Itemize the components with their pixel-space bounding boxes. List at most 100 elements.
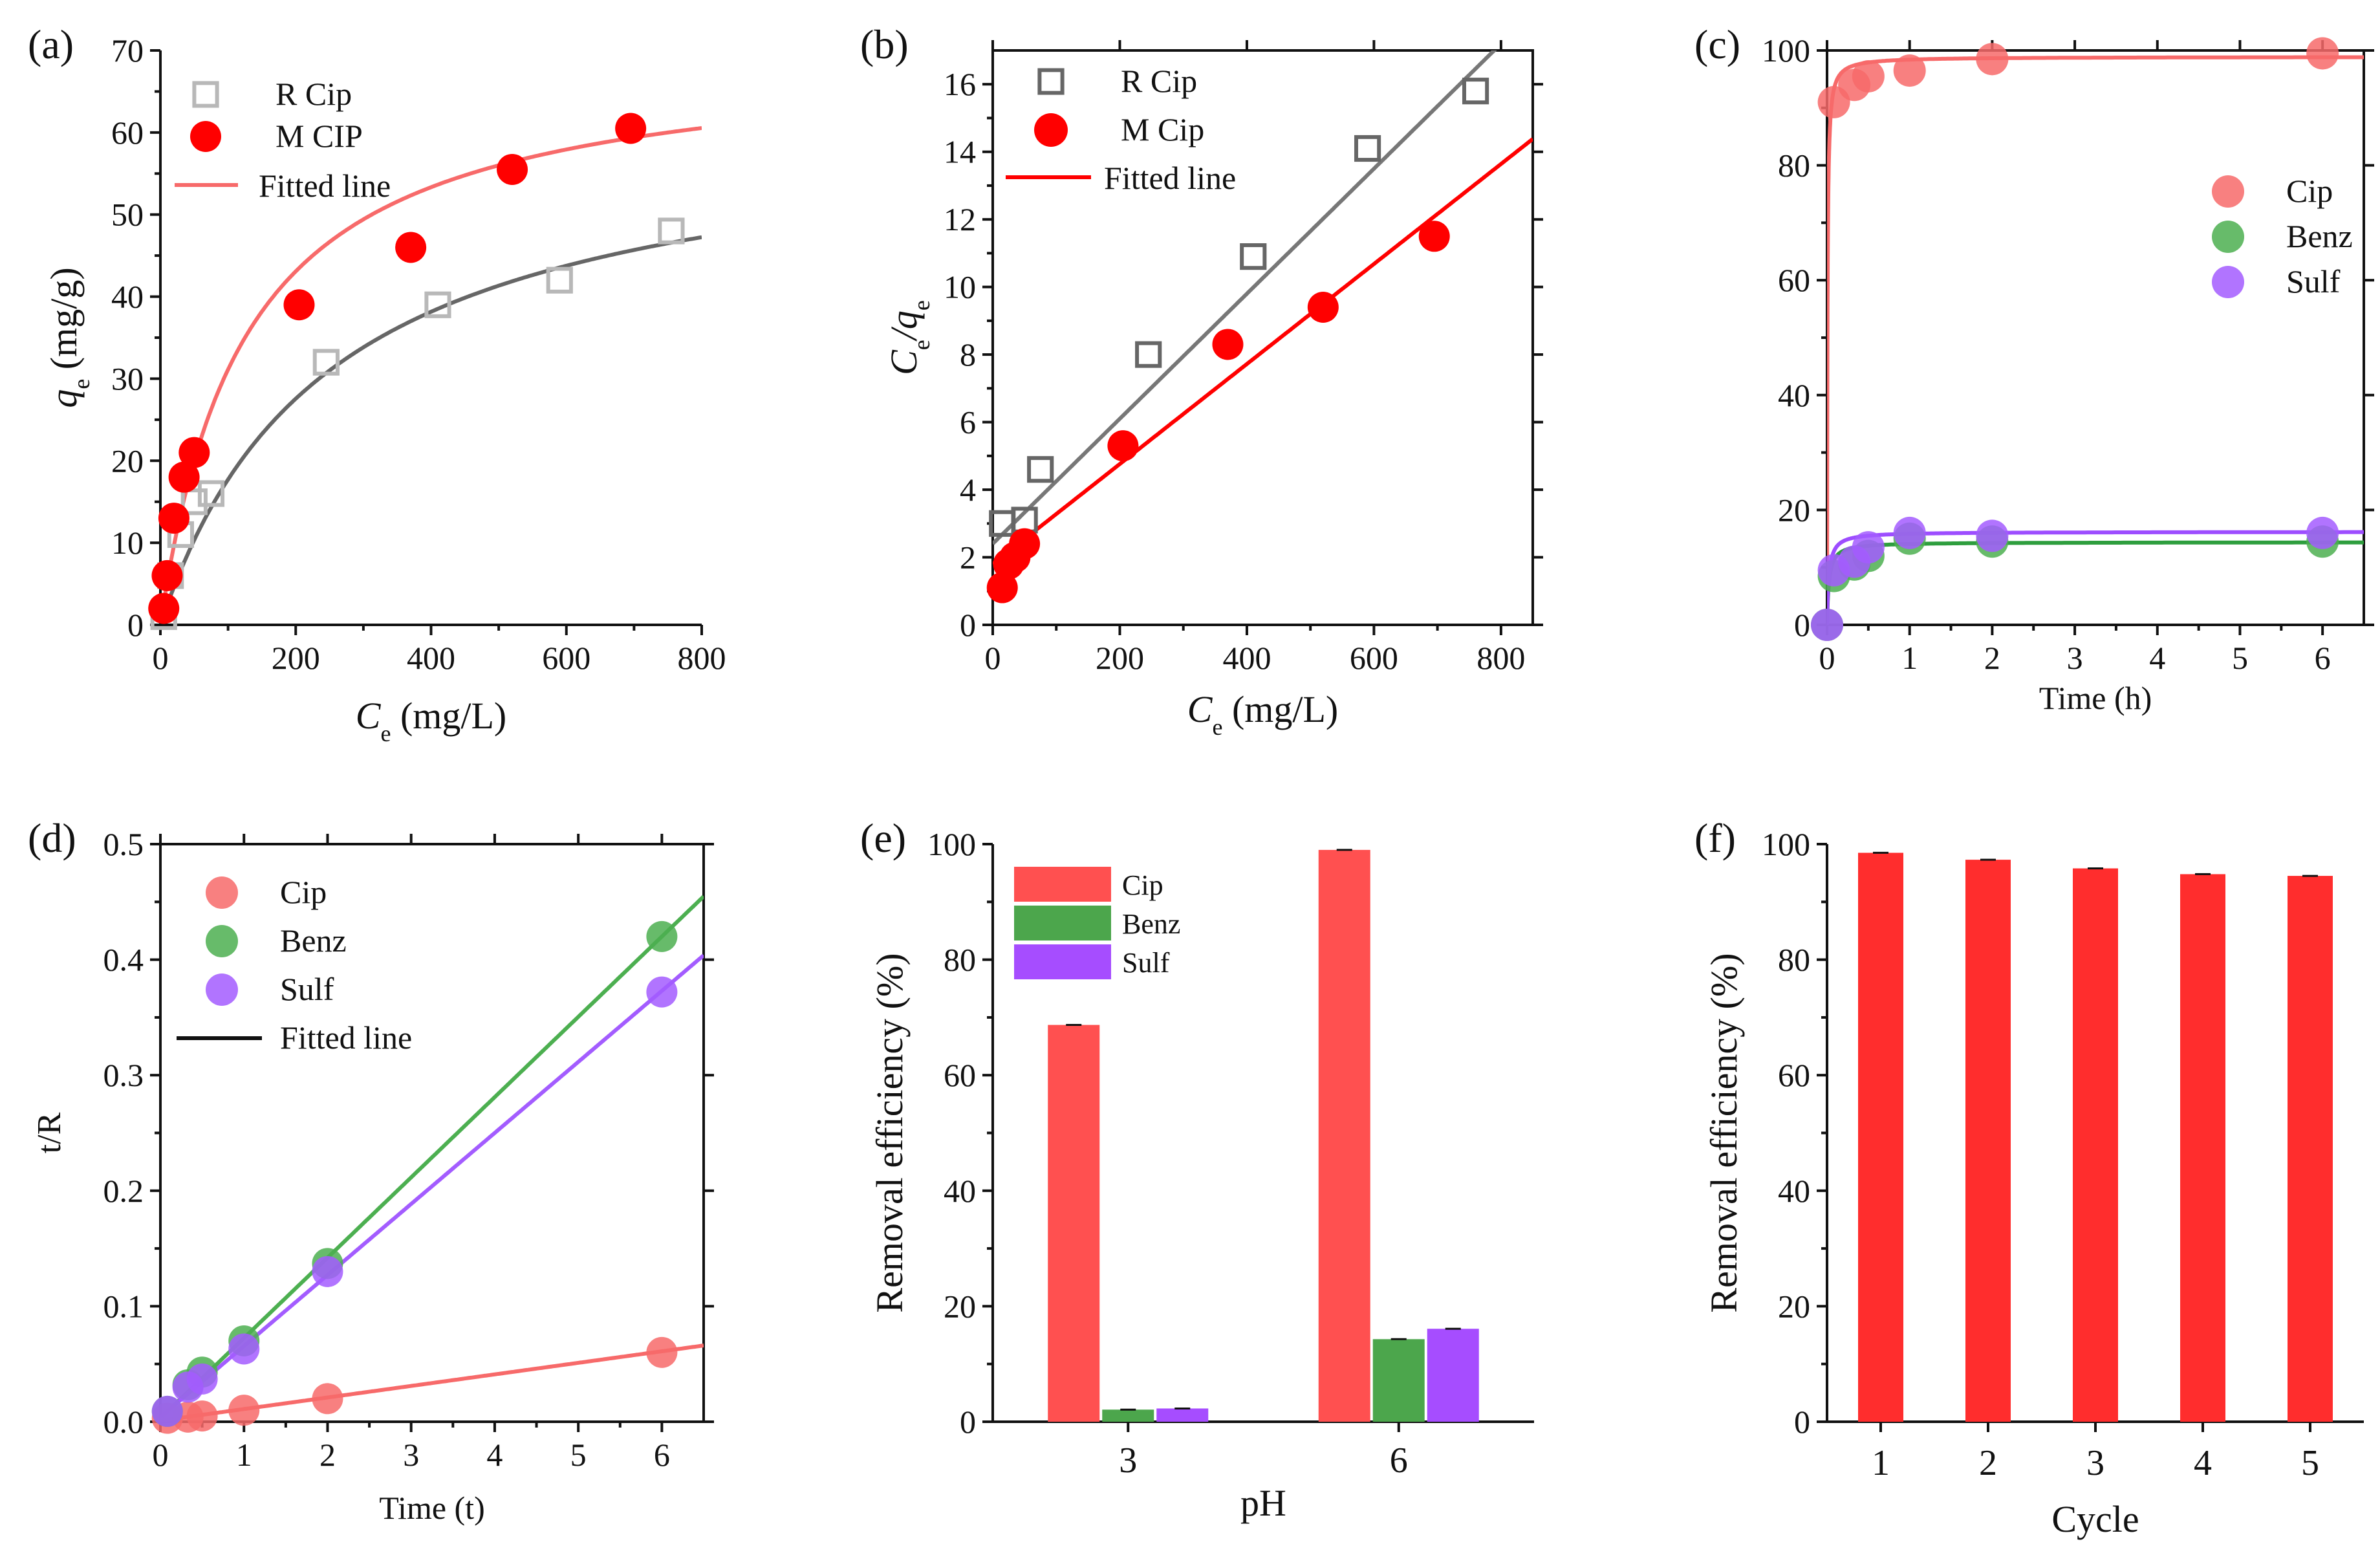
legend-marker (206, 925, 238, 957)
fit-line (1827, 540, 2364, 625)
data-point (186, 1400, 218, 1432)
x-tick-label: 4 (2194, 1443, 2212, 1483)
x-axis-title-sub: e (380, 721, 391, 746)
data-point (1354, 135, 1381, 162)
y-tick-label: 80 (944, 942, 976, 978)
y-tick-label: 60 (1778, 1057, 1810, 1093)
data-point (1027, 456, 1054, 483)
fit-line (993, 137, 1533, 566)
y-tick-label: 14 (944, 134, 976, 170)
data-point (2306, 37, 2339, 70)
y-tick-label: 0.2 (103, 1173, 144, 1209)
y-axis-title-main: q (43, 389, 85, 408)
fit-lines (993, 50, 1533, 566)
data-point (312, 1383, 343, 1415)
x-tick-label: 0 (153, 1437, 169, 1473)
y-tick-label: 0.3 (103, 1057, 144, 1093)
panel-e: (e) 0 20 40 60 80 100 pH Removal efficiency (%) 3… (860, 815, 1534, 1524)
y-tick-label: 0.5 (103, 826, 144, 862)
y-tick-label: 50 (111, 197, 144, 233)
legend-label: Cip (2286, 173, 2333, 209)
x-tick-label: 200 (272, 640, 320, 676)
x-axis-title: Time (t) (379, 1490, 484, 1526)
bar (1048, 1025, 1100, 1422)
y-tick-label: 100 (1762, 826, 1810, 862)
data-point (312, 349, 340, 376)
data-point (1307, 291, 1339, 323)
data-point (395, 232, 427, 263)
data-point (228, 1333, 260, 1365)
legend-swatch (1014, 906, 1111, 941)
y-tick-label: 0.1 (103, 1288, 144, 1324)
y-tick-label: 0 (127, 607, 144, 643)
y-axis-title: Removal efficiency (%) (1703, 953, 1745, 1312)
data-point (1893, 54, 1926, 87)
y-axis-title: Removal efficiency (%) (869, 953, 911, 1312)
x-axis-title: Cycle (2051, 1498, 2139, 1540)
data-point (646, 1336, 678, 1368)
y-tick-label: 60 (111, 114, 144, 151)
y-tick-label: 40 (944, 1173, 976, 1209)
legend-label: Benz (1122, 908, 1180, 940)
legend-swatch (1014, 944, 1111, 979)
data-point (646, 920, 678, 952)
legend-label: R Cip (276, 76, 352, 112)
data-point (1893, 516, 1926, 549)
x-tick-label: 2 (1979, 1443, 1997, 1483)
legend-label: Sulf (1122, 947, 1170, 979)
legend-label: Benz (280, 922, 347, 959)
panel-label: (f) (1694, 815, 1736, 861)
y-axis-title: Ce/qe (883, 300, 935, 375)
y-tick-label: 40 (1778, 377, 1810, 413)
data-point (1418, 221, 1450, 252)
y-tick-label: 20 (1778, 1288, 1810, 1324)
y-tick-label: 12 (944, 201, 976, 237)
data-point (2306, 516, 2339, 549)
data-point (646, 976, 678, 1008)
data-point (546, 266, 573, 294)
y-tick-label: 2 (960, 539, 976, 576)
x-tick-label: 3 (1119, 1441, 1137, 1481)
data-point (497, 153, 528, 185)
data-point (1462, 78, 1489, 105)
x-tick-label: 2 (1984, 640, 2000, 676)
bar (2288, 876, 2333, 1422)
y-tick-label: 20 (111, 442, 144, 479)
y-axis-title: t/R (31, 1112, 68, 1153)
y-axis-title-part: e (909, 340, 935, 350)
y-tick-label: 8 (960, 336, 976, 373)
y-axis-title-part: C (883, 349, 925, 375)
y-axis-title-sub: e (69, 379, 94, 389)
x-axis-title-main: C (356, 695, 382, 737)
x-tick-label: 3 (2067, 640, 2083, 676)
panel-label: (a) (28, 21, 74, 67)
bar (1427, 1329, 1479, 1422)
bar (1858, 853, 1903, 1422)
data-point (1976, 519, 2009, 552)
y-tick-label: 0 (960, 1404, 976, 1440)
legend-marker (206, 876, 238, 909)
data-point (186, 1363, 218, 1395)
panel-label: (e) (860, 815, 906, 861)
x-axis-title: Time (h) (2039, 680, 2152, 716)
y-tick-label: 0.0 (103, 1404, 144, 1440)
y-tick-label: 0.4 (103, 942, 144, 978)
data-point (1852, 60, 1885, 92)
x-tick-label: 600 (542, 640, 590, 676)
panel-d: (d) 0.0 0.1 0.2 0.3 0.4 0.5 0 1 2 3 4 5 6 Time (t) t/R C… (28, 815, 714, 1526)
x-tick-label: 6 (654, 1437, 670, 1473)
y-tick-label: 40 (111, 279, 144, 315)
y-tick-label: 0 (1794, 1404, 1810, 1440)
x-axis-title: pH (1240, 1482, 1286, 1524)
x-tick-label: 5 (570, 1437, 587, 1473)
data-point (986, 572, 1018, 604)
legend-marker (190, 121, 221, 152)
data-point (1135, 341, 1162, 368)
x-axis-title-unit: (mg/L) (391, 695, 506, 737)
legend-label: Cip (1122, 869, 1163, 901)
data-point (178, 437, 210, 468)
x-tick-label: 5 (2301, 1443, 2319, 1483)
y-axis-title: qe (mg/g) (43, 267, 94, 408)
legend-label: Sulf (2286, 263, 2341, 299)
x-tick-label: 800 (1477, 640, 1525, 676)
